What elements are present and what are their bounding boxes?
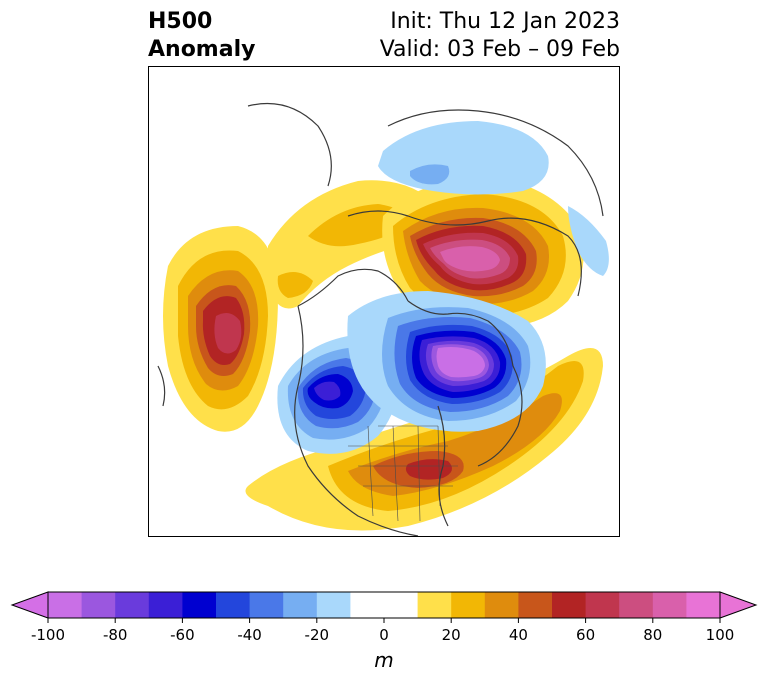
init-date: Init: Thu 12 Jan 2023: [390, 9, 620, 34]
colorbar-under-arrow: [10, 591, 49, 619]
colorbar-tick-label: 40: [509, 626, 528, 644]
colorbar-tick-label: 0: [379, 626, 389, 644]
colorbar-unit-label: m: [374, 648, 394, 672]
colorbar-bin: [484, 592, 519, 618]
anomaly-hudson-bay-low: [347, 291, 546, 432]
valid-period: Valid: 03 Feb – 09 Feb: [379, 37, 620, 62]
forecast-dates: Init: Thu 12 Jan 2023 Valid: 03 Feb – 09…: [380, 8, 620, 64]
title-line-2: Anomaly: [148, 37, 256, 62]
colorbar-tick-label: -40: [237, 626, 262, 644]
map-title: H500 Anomaly: [148, 8, 255, 64]
colorbar-bin: [585, 592, 620, 618]
anomaly-map: [148, 66, 620, 537]
colorbar-bin: [686, 592, 721, 618]
title-line-1: H500: [148, 9, 213, 34]
colorbar-tick-label: 100: [706, 626, 735, 644]
colorbar-tick-label: 80: [643, 626, 662, 644]
colorbar-bin: [216, 592, 251, 618]
colorbar-bin: [249, 592, 284, 618]
colorbar-bin: [48, 592, 83, 618]
colorbar-bin: [316, 592, 351, 618]
colorbar-bin: [552, 592, 587, 618]
colorbar-bin: [451, 592, 486, 618]
anomaly-eurasian-arctic-high: [382, 176, 584, 329]
anomaly-pacific-ridge: [163, 226, 278, 432]
colorbar-bin: [182, 592, 217, 618]
colorbar-bin: [283, 592, 318, 618]
state-borders: [348, 425, 458, 522]
colorbar-bin: [115, 592, 150, 618]
colorbar-bins: [48, 592, 721, 618]
colorbar-tick-label: -60: [170, 626, 195, 644]
colorbar: -100 -80 -60 -40 -20 0 20 40 60 80 100: [10, 591, 758, 644]
colorbar-bin: [81, 592, 116, 618]
colorbar-over-arrow: [719, 591, 758, 619]
colorbar-bin: [350, 592, 419, 618]
colorbar-ticks: -100 -80 -60 -40 -20 0 20 40 60 80 100: [31, 618, 734, 644]
colorbar-bin: [518, 592, 553, 618]
colorbar-tick-label: -100: [31, 626, 65, 644]
colorbar-bin: [652, 592, 687, 618]
anomaly-east-asia-low: [568, 206, 609, 276]
colorbar-bin: [417, 592, 452, 618]
coastlines: [157, 102, 604, 537]
colorbar-bin: [619, 592, 654, 618]
colorbar-tick-label: -80: [103, 626, 128, 644]
anomaly-siberia-low: [378, 121, 549, 195]
map-frame: [148, 66, 620, 537]
colorbar-bin: [148, 592, 183, 618]
colorbar-tick-label: -20: [305, 626, 330, 644]
colorbar-tick-label: 60: [576, 626, 595, 644]
colorbar-tick-label: 20: [442, 626, 461, 644]
